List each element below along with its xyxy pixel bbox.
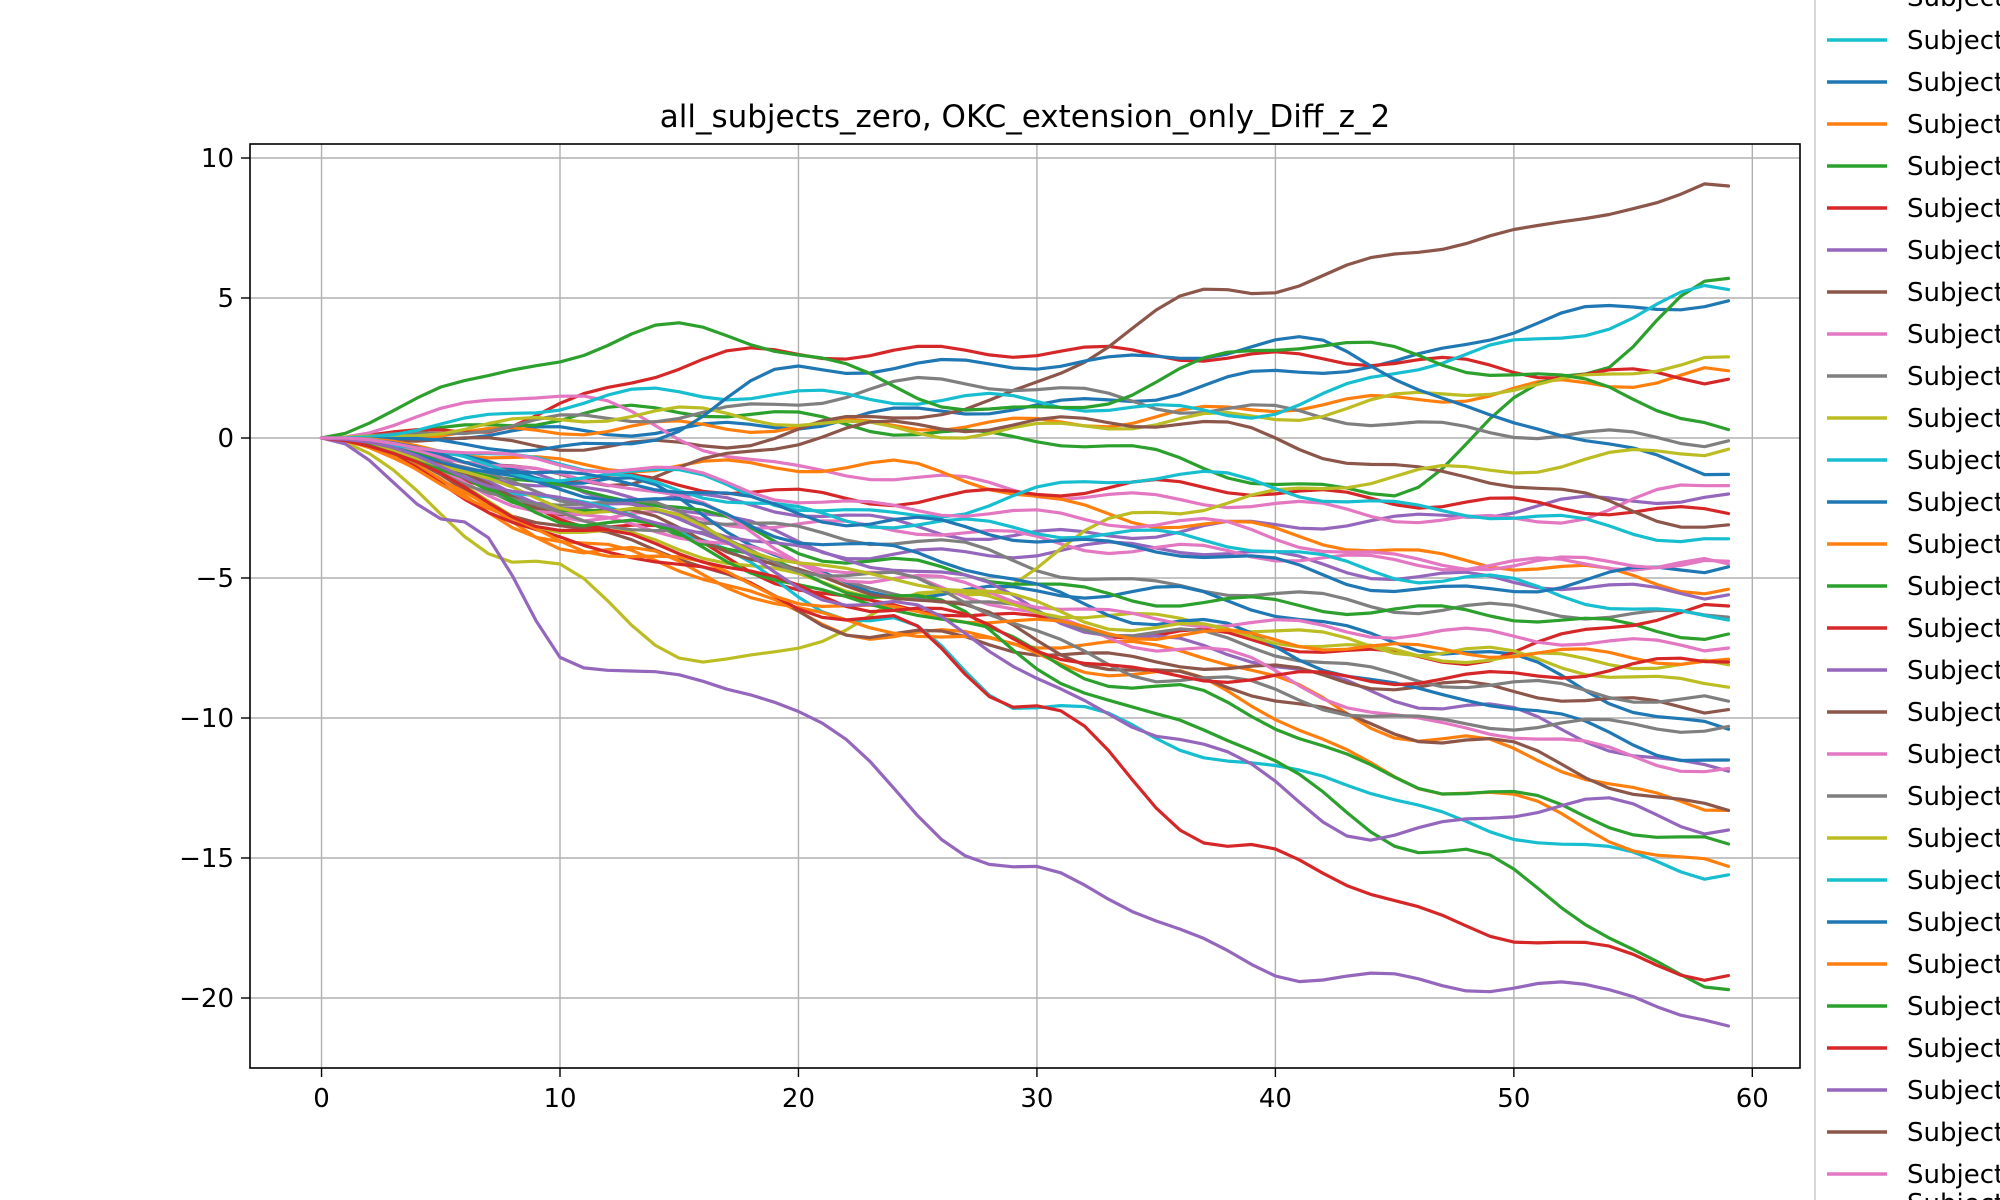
series-line (319, 436, 1731, 572)
x-tick-label: 10 (543, 1084, 576, 1114)
legend-label: Subject (1907, 320, 2000, 350)
series-line (319, 182, 1731, 452)
series-line (319, 436, 1731, 666)
series-line (319, 436, 1731, 687)
series-line (319, 436, 1731, 1028)
series-line (319, 436, 1731, 734)
legend-label: Subject (1907, 488, 2000, 518)
series-line (319, 436, 1731, 622)
y-tick-label: 10 (201, 144, 234, 174)
series-line (319, 436, 1731, 763)
y-tick-label: −5 (196, 564, 234, 594)
series-line (319, 321, 1731, 440)
series-line (319, 436, 1731, 842)
legend-label: Subject (1907, 908, 2000, 938)
series-lines (319, 182, 1731, 1028)
series-line (319, 436, 1731, 594)
series-line (319, 283, 1731, 440)
legend-label: Subject (1907, 278, 2000, 308)
legend-frame (1814, 0, 2000, 1200)
series-line (319, 436, 1731, 572)
legend-label: Subject (1907, 866, 2000, 896)
legend-label: Subject (1907, 404, 2000, 434)
series-line (319, 436, 1731, 641)
x-axis-ticks: 0 10 20 30 40 50 60 (313, 1068, 1769, 1114)
legend-label: Subject (1907, 1076, 2000, 1106)
series-line (319, 436, 1731, 671)
series-line (319, 436, 1731, 664)
legend-label: Subject (1907, 362, 2000, 392)
series-line (319, 375, 1731, 449)
series-line (319, 344, 1731, 440)
x-tick-label: 20 (782, 1084, 815, 1114)
legend-label: Subject (1907, 992, 2000, 1022)
legend: Subject Subject Subject Subject Subject Subje… (1814, 0, 2000, 1200)
legend-label: Subject (1907, 656, 2000, 686)
legend-label: Subject (1907, 152, 2000, 182)
plot-frame (249, 143, 1801, 1069)
chart-title: all_subjects_zero, OKC_extension_only_Di… (660, 99, 1391, 135)
legend-label: Subject (1907, 614, 2000, 644)
legend-label: Subject (1907, 530, 2000, 560)
legend-label: Subject (1907, 68, 2000, 98)
legend-label: Subject (1907, 1034, 2000, 1064)
y-tick-label: 5 (217, 284, 234, 314)
x-tick-label: 40 (1259, 1084, 1292, 1114)
x-tick-label: 30 (1020, 1084, 1053, 1114)
legend-label: Subject (1907, 698, 2000, 728)
x-tick-label: 50 (1497, 1084, 1530, 1114)
legend-label: Subject (1907, 446, 2000, 476)
y-tick-label: 0 (217, 424, 234, 454)
y-tick-label: −20 (179, 984, 234, 1014)
series-line (319, 436, 1731, 653)
legend-label: Subject (1907, 0, 2000, 13)
legend-label: Subject (1907, 572, 2000, 602)
y-axis-ticks: 10 5 0 −5 −10 −15 −20 (179, 144, 250, 1014)
legend-label: Subject (1907, 1189, 2000, 1200)
x-tick-label: 60 (1736, 1084, 1769, 1114)
series-line (319, 355, 1731, 440)
legend-label: Subject (1907, 110, 2000, 140)
legend-label: Subject (1907, 194, 2000, 224)
legend-label: Subject (1907, 1160, 2000, 1190)
legend-label: Subject (1907, 236, 2000, 266)
legend-label: Subject (1907, 1118, 2000, 1148)
series-line (319, 436, 1731, 982)
legend-label: Subject (1907, 950, 2000, 980)
series-line (319, 436, 1731, 689)
series-line (319, 335, 1731, 477)
y-tick-label: −10 (179, 704, 234, 734)
legend-label: Subject (1907, 782, 2000, 812)
x-tick-label: 0 (313, 1084, 330, 1114)
legend-label: Subject (1907, 26, 2000, 56)
y-tick-label: −15 (179, 844, 234, 874)
legend-label: Subject (1907, 740, 2000, 770)
legend-label: Subject (1907, 824, 2000, 854)
